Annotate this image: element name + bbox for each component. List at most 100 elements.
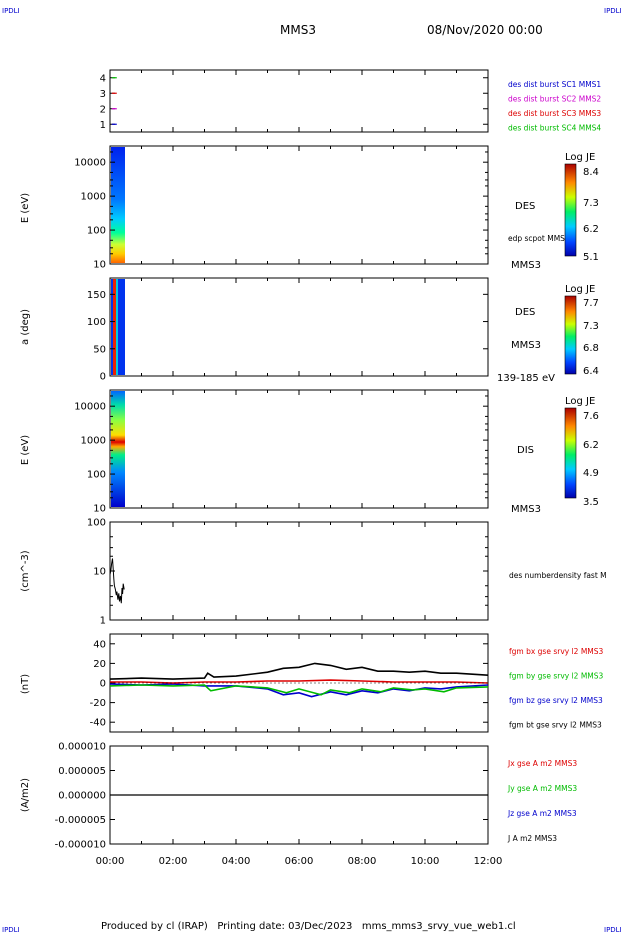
y-tick-label: 1000: [81, 436, 106, 447]
spectrogram-stripe: [116, 279, 118, 375]
colorbar: Log JE 7.6 6.2 4.9 3.5: [564, 396, 599, 508]
legend-entry: des dist burst SC2 MMS2: [508, 95, 601, 104]
legend-entry: Jx gse A m2 MMS3: [507, 759, 577, 768]
legend: Jx gse A m2 MMS3 Jy gse A m2 MMS3 Jz gse A…: [507, 759, 577, 843]
colorbar-tick: 3.5: [583, 497, 599, 508]
y-axis-label: E (eV): [20, 193, 31, 223]
colorbar-title: Log JE: [565, 152, 595, 163]
y-axis: 1 10 100: [87, 518, 488, 627]
colorbar-tick: 4.9: [583, 468, 599, 479]
panel-fgm: (nT) -40 -20 0 20 40 fgm bx gse srvy l2 MMS3…: [20, 633, 604, 733]
legend-entry: des dist burst SC4 MMS4: [508, 124, 601, 133]
y-tick-label: 3: [100, 89, 106, 100]
y-tick-label: 0.000000: [58, 791, 106, 802]
colorbar-tick: 6.2: [583, 440, 599, 451]
colorbar-title: Log JE: [565, 284, 595, 295]
bottom-label: MMS3: [511, 504, 541, 515]
spacecraft-title: MMS3: [280, 23, 316, 37]
panel-des-energy: E (eV) 10 100 1000 10000 DES edp scpot MMS3…: [20, 145, 599, 271]
legend-entry: fgm bz gse srvy l2 MMS3: [509, 696, 603, 705]
legend-entry: fgm bx gse srvy l2 MMS3: [509, 647, 604, 656]
panel-frame: [109, 521, 489, 621]
y-tick-label: 1000: [81, 192, 106, 203]
colorbar-title: Log JE: [565, 396, 595, 407]
date-title: 08/Nov/2020 00:00: [427, 23, 543, 37]
spectrogram-fill: [111, 147, 125, 263]
footer-text: Produced by cl (IRAP) Printing date: 03/…: [101, 921, 516, 932]
colorbar-tick: 6.2: [583, 224, 599, 235]
secondary-label: MMS3: [511, 340, 541, 351]
panel-density: (cm^-3) 1 10 100 des numberdensity fast M: [20, 518, 607, 627]
y-tick-label: -0.000010: [55, 840, 106, 851]
legend: des dist burst SC1 MMS1 des dist burst SC…: [508, 80, 601, 133]
burst-marks: [111, 77, 117, 125]
corner-label-tr: IPDLI: [604, 7, 622, 15]
density-series: [109, 558, 125, 604]
y-tick-label: 0: [100, 679, 106, 690]
x-tick-label: 06:00: [285, 856, 314, 867]
corner-label-bl: IPDLI: [2, 926, 20, 934]
secondary-label: edp scpot MMS3: [508, 234, 570, 243]
y-axis: 1 2 3 4: [100, 73, 488, 131]
colorbar-tick: 5.1: [583, 252, 599, 263]
y-tick-label: 10: [93, 260, 106, 271]
y-tick-label: 100: [87, 226, 106, 237]
panel-dis-energy: E (eV) 10 100 1000 10000 DIS MMS3 Log JE 7.…: [20, 389, 599, 515]
density-line: [109, 558, 125, 604]
panel-current: (A/m2) -0.000010 -0.000005 0.000000 0.00000…: [20, 70, 577, 867]
x-tick-label: 02:00: [159, 856, 188, 867]
legend-entry: fgm bt gse srvy l2 MMS3: [509, 721, 602, 730]
y-tick-label: -40: [90, 718, 106, 729]
y-axis: -0.000010 -0.000005 0.000000 0.000005 0.0000…: [55, 742, 488, 851]
y-axis: 0 50 100 150: [87, 290, 488, 383]
fgm-line: [110, 679, 489, 684]
y-axis-label: E (eV): [20, 435, 31, 465]
instrument-label: DES: [515, 307, 535, 318]
x-tick-label: 04:00: [222, 856, 251, 867]
y-tick-label: 100: [87, 518, 106, 529]
legend-entry: des numberdensity fast M: [509, 571, 607, 580]
bottom-label: MMS3: [511, 260, 541, 271]
panel-des-pitch: a (deg) 0 50 100 150 DES MMS3 139-185 eV Lo…: [20, 277, 599, 384]
y-tick-label: 20: [93, 659, 106, 670]
y-tick-label: 2: [100, 104, 106, 115]
y-tick-label: 100: [87, 470, 106, 481]
panel-frame: [109, 277, 489, 377]
y-tick-label: 1: [100, 616, 106, 627]
y-tick-label: 40: [93, 639, 106, 650]
instrument-label: DES: [515, 201, 535, 212]
fgm-series: [109, 662, 489, 698]
y-tick-label: -0.000005: [55, 815, 106, 826]
y-tick-label: 0: [100, 372, 106, 383]
y-tick-label: 100: [87, 317, 106, 328]
colorbar-tick: 8.4: [583, 167, 599, 178]
y-tick-label: 10: [93, 504, 106, 515]
legend-entry: Jy gse A m2 MMS3: [507, 784, 577, 793]
y-axis-label: (A/m2): [20, 778, 31, 812]
x-tick-label: 12:00: [474, 856, 503, 867]
x-tick-label: 00:00: [96, 856, 125, 867]
x-tick-label: 08:00: [348, 856, 377, 867]
x-axis: 00:00 02:00 04:00 06:00 08:00 10:00 12:00: [96, 70, 503, 867]
fgm-line: [109, 662, 489, 680]
corner-label-tl: IPDLI: [2, 7, 20, 15]
y-tick-label: 150: [87, 290, 106, 301]
y-axis: 10 100 1000 10000: [74, 151, 488, 271]
y-axis-label: (cm^-3): [20, 550, 31, 591]
colorbar-tick: 7.3: [583, 321, 599, 332]
spectrogram-fill: [111, 391, 125, 507]
y-tick-label: -20: [90, 698, 106, 709]
panel-frame: [109, 145, 489, 265]
y-axis-label: a (deg): [20, 309, 31, 345]
colorbar-tick: 7.3: [583, 198, 599, 209]
legend: fgm bx gse srvy l2 MMS3 fgm by gse srvy l…: [509, 647, 604, 730]
bottom-label: 139-185 eV: [497, 373, 555, 384]
y-tick-label: 0.000005: [58, 766, 106, 777]
legend-entry: fgm by gse srvy l2 MMS3: [509, 672, 604, 681]
panel-frame: [109, 389, 489, 509]
panel-frame: [109, 69, 489, 133]
instrument-label: DIS: [517, 445, 534, 456]
legend-entry: des dist burst SC3 MMS3: [508, 109, 601, 118]
